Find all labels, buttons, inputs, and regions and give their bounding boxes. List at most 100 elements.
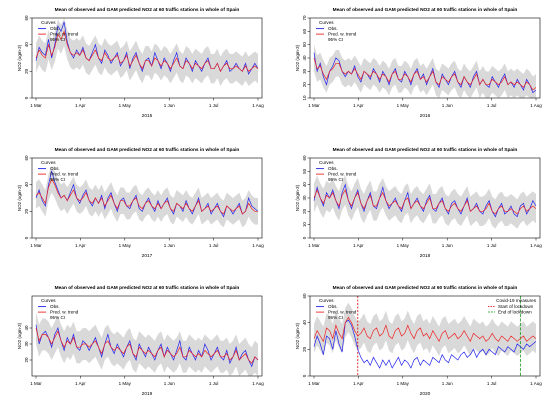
legend-ci: 95% CI	[328, 177, 343, 182]
y-tick-label: 40	[302, 182, 307, 188]
y-tick-label: 20	[302, 82, 307, 88]
x-tick-label: 1 Jun	[164, 103, 176, 108]
panel-title: Mean of observed and GAM predicted NO2 a…	[55, 7, 240, 13]
legend-pred: Pred. w. trend	[50, 172, 79, 177]
y-tick-label: 0	[24, 96, 29, 99]
legend-obs: Obs.	[328, 26, 338, 31]
x-tick-label: 1 Mar	[308, 243, 320, 248]
legend-pred: Pred. w. trend	[328, 32, 357, 37]
legend-obs: Obs.	[328, 304, 338, 309]
x-tick-label: 1 May	[397, 243, 410, 248]
ci-band	[36, 166, 258, 228]
y-tick-label: 70	[302, 15, 307, 21]
legend-ci: 95% CI	[50, 177, 65, 182]
legend-ci: 95% CI	[50, 37, 65, 42]
y-tick-label: 20	[302, 208, 307, 214]
x-tick-label: 1 Apr	[75, 243, 86, 248]
x-axis-year-label: 2016	[420, 113, 431, 119]
x-tick-label: 1 Jun	[164, 381, 176, 386]
x-tick-label: 1 May	[119, 381, 132, 386]
chart-panel-2019: Mean of observed and GAM predicted NO2 a…	[17, 285, 264, 397]
pred-series-line	[313, 316, 537, 343]
ci-band	[314, 175, 536, 229]
legend-ci: 95% CI	[328, 315, 343, 320]
legend-title: Curves	[319, 160, 334, 165]
x-tick-label: 1 Apr	[353, 243, 364, 248]
legend-ci: 95% CI	[50, 315, 65, 320]
plot-frame	[31, 157, 263, 239]
chart-panel-2020: Mean of observed and GAM predicted NO2 a…	[295, 285, 542, 397]
y-tick-label: 60	[24, 155, 29, 161]
y-tick-label: 60	[302, 293, 307, 299]
pred-series-line	[35, 178, 258, 215]
x-tick-label: 1 Mar	[308, 381, 320, 386]
legend-pred: Pred. w. trend	[50, 32, 79, 37]
legend-pred: Pred. w. trend	[328, 172, 357, 177]
legend-title: Curves	[41, 20, 56, 25]
panel-title: Mean of observed and GAM predicted NO2 a…	[333, 285, 518, 291]
x-tick-label: 1 Jul	[487, 103, 497, 108]
y-tick-label: 20	[302, 346, 307, 352]
x-tick-label: 1 Apr	[353, 103, 364, 108]
covid-legend-start: Start of lockdown	[498, 304, 534, 309]
legend-ci: 95% CI	[328, 37, 343, 42]
y-tick-label: 0	[302, 374, 307, 377]
chart-panel-2016: Mean of observed and GAM predicted NO2 a…	[295, 7, 542, 119]
x-tick-label: 1 May	[119, 243, 132, 248]
x-tick-label: 1 Mar	[30, 243, 42, 248]
covid-legend-title: Covid-19 measures	[496, 298, 537, 303]
x-axis-year-label: 2020	[420, 391, 431, 397]
x-tick-label: 1 Jul	[487, 381, 497, 386]
y-tick-label: 40	[302, 320, 307, 326]
x-tick-label: 1 May	[119, 103, 132, 108]
covid-legend-end: End of lockdown	[498, 310, 532, 315]
x-axis-year-label: 2015	[142, 113, 153, 119]
legend-pred: Pred. w. trend	[50, 310, 79, 315]
y-tick-label: 60	[302, 155, 307, 161]
y-axis-label: NO2 (ugm-3)	[295, 184, 300, 211]
y-tick-label: 40	[24, 182, 29, 188]
y-tick-label: 0	[302, 236, 307, 239]
y-axis-label: NO2 (ugm-3)	[17, 44, 22, 71]
chart-panel-2018: Mean of observed and GAM predicted NO2 a…	[295, 147, 542, 259]
x-tick-label: 1 May	[397, 381, 410, 386]
legend-title: Curves	[41, 160, 56, 165]
x-tick-label: 1 Mar	[30, 381, 42, 386]
obs-series-line	[313, 319, 537, 369]
x-tick-label: 1 May	[397, 103, 410, 108]
y-tick-label: 10	[302, 95, 307, 101]
y-tick-label: 40	[24, 42, 29, 48]
plot-frame	[31, 295, 263, 377]
ci-band	[36, 312, 258, 376]
pred-series-line	[35, 30, 259, 73]
x-axis-year-label: 2017	[142, 253, 153, 259]
chart-panel-2015: Mean of observed and GAM predicted NO2 a…	[17, 7, 264, 119]
x-tick-label: 1 Aug	[252, 381, 264, 386]
x-tick-label: 1 Aug	[252, 243, 264, 248]
ci-band	[314, 44, 536, 98]
plot-frame	[31, 17, 263, 99]
ci-band	[314, 302, 536, 356]
x-axis-year-label: 2019	[142, 391, 153, 397]
x-tick-label: 1 Aug	[530, 381, 542, 386]
y-tick-label: 20	[24, 68, 29, 74]
y-tick-label: 40	[302, 55, 307, 61]
y-tick-label: 30	[302, 68, 307, 74]
legend-title: Curves	[41, 298, 56, 303]
y-tick-label: 0	[24, 236, 29, 239]
pred-series-line	[35, 327, 259, 364]
y-tick-label: 30	[24, 341, 29, 347]
legend-obs: Obs.	[50, 166, 60, 171]
x-tick-label: 1 Jun	[442, 243, 454, 248]
x-tick-label: 1 Aug	[530, 243, 542, 248]
y-tick-label: 30	[302, 195, 307, 201]
panel-title: Mean of observed and GAM predicted NO2 a…	[55, 147, 240, 153]
x-tick-label: 1 Jun	[164, 243, 176, 248]
y-tick-label: 60	[302, 28, 307, 34]
